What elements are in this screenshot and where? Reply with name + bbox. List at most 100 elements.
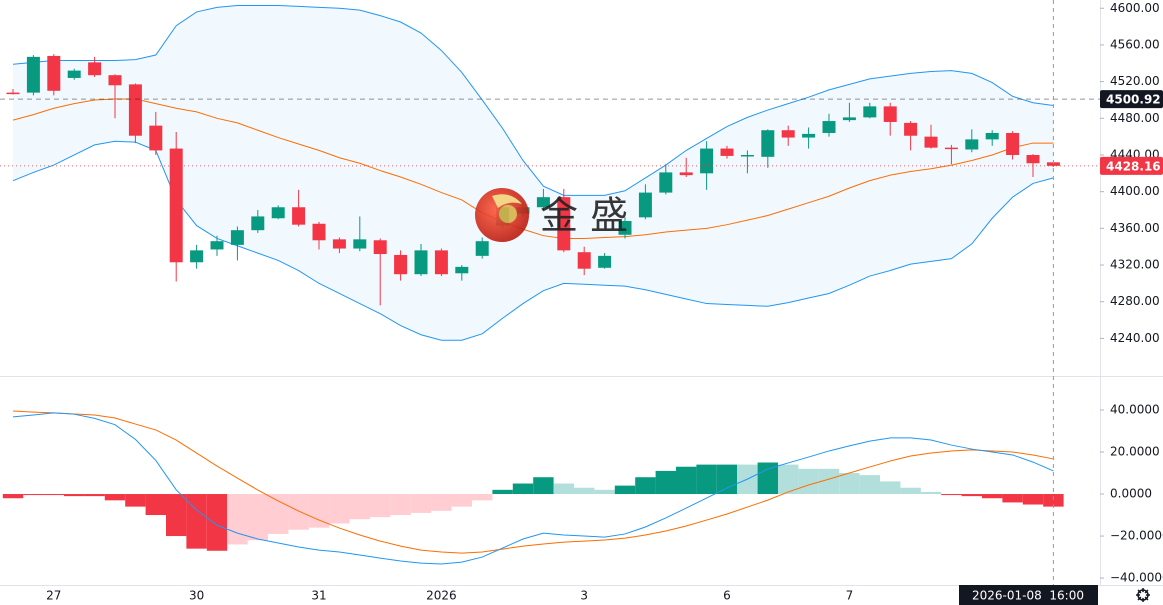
histogram-bar: [43, 494, 64, 496]
histogram-bar: [145, 494, 166, 516]
histogram-bar: [2, 494, 24, 499]
candle-body: [842, 117, 856, 121]
candle-body: [26, 56, 40, 93]
histogram-bar: [941, 494, 962, 496]
y-tick-label: 4520.00: [1110, 74, 1160, 88]
logo-dot: [499, 205, 517, 223]
histogram-bar: [329, 494, 350, 524]
candle-body: [67, 70, 81, 78]
candle-body: [598, 255, 612, 268]
candle-body: [434, 250, 448, 275]
candle-body: [944, 147, 958, 150]
x-tick-label: 3: [580, 589, 588, 603]
candle-body: [292, 207, 306, 225]
y-tick-label: 4560.00: [1110, 37, 1160, 51]
histogram-bar: [716, 464, 738, 495]
histogram-bar: [982, 494, 1003, 499]
candle-body: [761, 130, 775, 157]
y-tick-label: 4600.00: [1110, 1, 1160, 15]
candle-body: [230, 230, 244, 245]
candle-body: [475, 241, 489, 256]
candle-body: [536, 197, 550, 208]
histogram-bar: [23, 494, 44, 496]
histogram-bar: [859, 475, 880, 495]
watermark: 金 盛: [475, 188, 628, 242]
histogram-bar: [308, 494, 330, 528]
histogram-bar: [533, 477, 554, 495]
indicator-line: [12, 5, 1054, 196]
indicator-line: [12, 410, 1054, 554]
histogram-bar: [798, 468, 819, 495]
histogram-bar: [594, 489, 615, 495]
candle-body: [720, 148, 734, 156]
price-label: 4428.16: [1106, 159, 1161, 173]
y-tick-label: 40.0000: [1110, 402, 1160, 416]
y-tick-label: 4400.00: [1110, 184, 1160, 198]
histogram-bar: [186, 494, 207, 549]
histogram-bar: [84, 494, 105, 497]
y-tick-label: 20.0000: [1110, 445, 1160, 459]
candle-body: [190, 250, 204, 263]
histogram-bar: [1043, 494, 1064, 507]
candle-body: [6, 92, 20, 95]
histogram-bar: [472, 494, 493, 501]
settings-button[interactable]: [1136, 588, 1150, 602]
histogram-bar: [635, 477, 656, 495]
histogram-bar: [1002, 494, 1023, 503]
crosshair-label-box: [959, 585, 1098, 605]
histogram-bar: [676, 466, 697, 495]
histogram-bar: [900, 487, 921, 495]
histogram-bar: [696, 464, 717, 495]
candle-body: [965, 139, 979, 150]
y-tick-label: 4320.00: [1110, 258, 1160, 272]
candle-body: [802, 133, 816, 138]
histogram-bar: [839, 473, 860, 495]
histogram-bar: [125, 494, 146, 507]
candle-body: [557, 197, 571, 251]
y-tick-label: 4480.00: [1110, 111, 1160, 125]
histogram-bar: [64, 494, 85, 497]
histogram-bar: [655, 470, 676, 495]
histogram-bar: [104, 494, 126, 501]
plot-layer: [0, 0, 1163, 586]
x-tick-label: 30: [189, 589, 204, 603]
candle-body: [414, 250, 428, 275]
candle-body: [1006, 132, 1020, 155]
candle-body: [47, 55, 61, 91]
candle-body: [373, 240, 387, 255]
candle-body: [455, 266, 469, 274]
candle-body: [822, 121, 836, 133]
candle-body: [169, 148, 183, 263]
y-tick-label: 4280.00: [1110, 294, 1160, 308]
y-tick-label: 4360.00: [1110, 221, 1160, 235]
y-tick-label: 0.0000: [1110, 487, 1152, 501]
y-tick-label: −40.0000: [1110, 571, 1163, 585]
candle-body: [883, 106, 897, 122]
candle-body: [638, 192, 652, 218]
histogram-bar: [166, 494, 187, 537]
candle-body: [740, 154, 754, 157]
histogram-bar: [390, 494, 411, 516]
indicator-line: [12, 412, 1054, 565]
histogram-bar: [778, 464, 799, 495]
candle-body: [904, 122, 918, 136]
histogram-bar: [227, 494, 248, 545]
crosshair-label: 2026-01-08 16:00: [972, 589, 1084, 603]
histogram-bar: [757, 462, 778, 495]
candle-body: [88, 62, 102, 76]
histogram-bar: [512, 483, 534, 495]
x-tick-label: 7: [846, 589, 854, 603]
candle-body: [679, 172, 693, 176]
candle-body: [394, 254, 408, 275]
candle-body: [577, 252, 591, 269]
logo-swoosh: [492, 194, 522, 208]
histogram-bar: [614, 485, 636, 495]
histogram-bar: [818, 468, 840, 495]
gear-hole: [1140, 592, 1146, 598]
candle-body: [1026, 154, 1040, 164]
histogram-bar: [370, 494, 391, 518]
price-label: 4500.92: [1106, 93, 1161, 107]
histogram-bar: [431, 494, 452, 511]
